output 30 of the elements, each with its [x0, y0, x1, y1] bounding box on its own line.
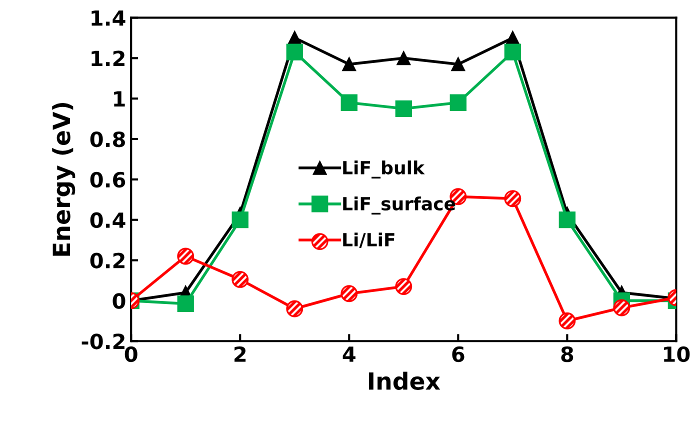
y-tick-label: 0.4 [90, 212, 126, 228]
y-axis-title: Energy (eV) [52, 102, 76, 256]
y-tick-label: 0.8 [90, 131, 125, 148]
y-tick-label: -0.2 [82, 334, 124, 350]
y-tick-label: 1 [114, 91, 125, 106]
x-tick-label: 6 [452, 346, 464, 362]
point [504, 44, 522, 60]
point [286, 44, 303, 60]
y-tick-label: 1.2 [92, 50, 124, 66]
point [451, 57, 466, 72]
point [396, 51, 411, 66]
y-tick-label: 0 [112, 293, 126, 309]
point [395, 100, 412, 118]
x-tick-label: 2 [234, 346, 246, 362]
point [342, 57, 356, 72]
legend-label: Li/LiF [343, 232, 394, 248]
point [177, 295, 194, 312]
y-tick-label: 0.6 [90, 172, 126, 188]
x-tick-label: 10 [664, 346, 690, 362]
point [558, 212, 576, 228]
point [340, 94, 358, 111]
x-tick-label: 0 [124, 346, 138, 362]
y-tick-label: 1.4 [92, 10, 126, 26]
x-tick-label: 4 [342, 346, 356, 362]
x-tick-label: 8 [561, 346, 574, 362]
legend-label: LiF_bulk [343, 160, 425, 178]
y-tick-label: 0.2 [90, 252, 124, 268]
x-axis-title: Index [368, 372, 440, 390]
point [232, 212, 248, 228]
point [450, 94, 466, 111]
